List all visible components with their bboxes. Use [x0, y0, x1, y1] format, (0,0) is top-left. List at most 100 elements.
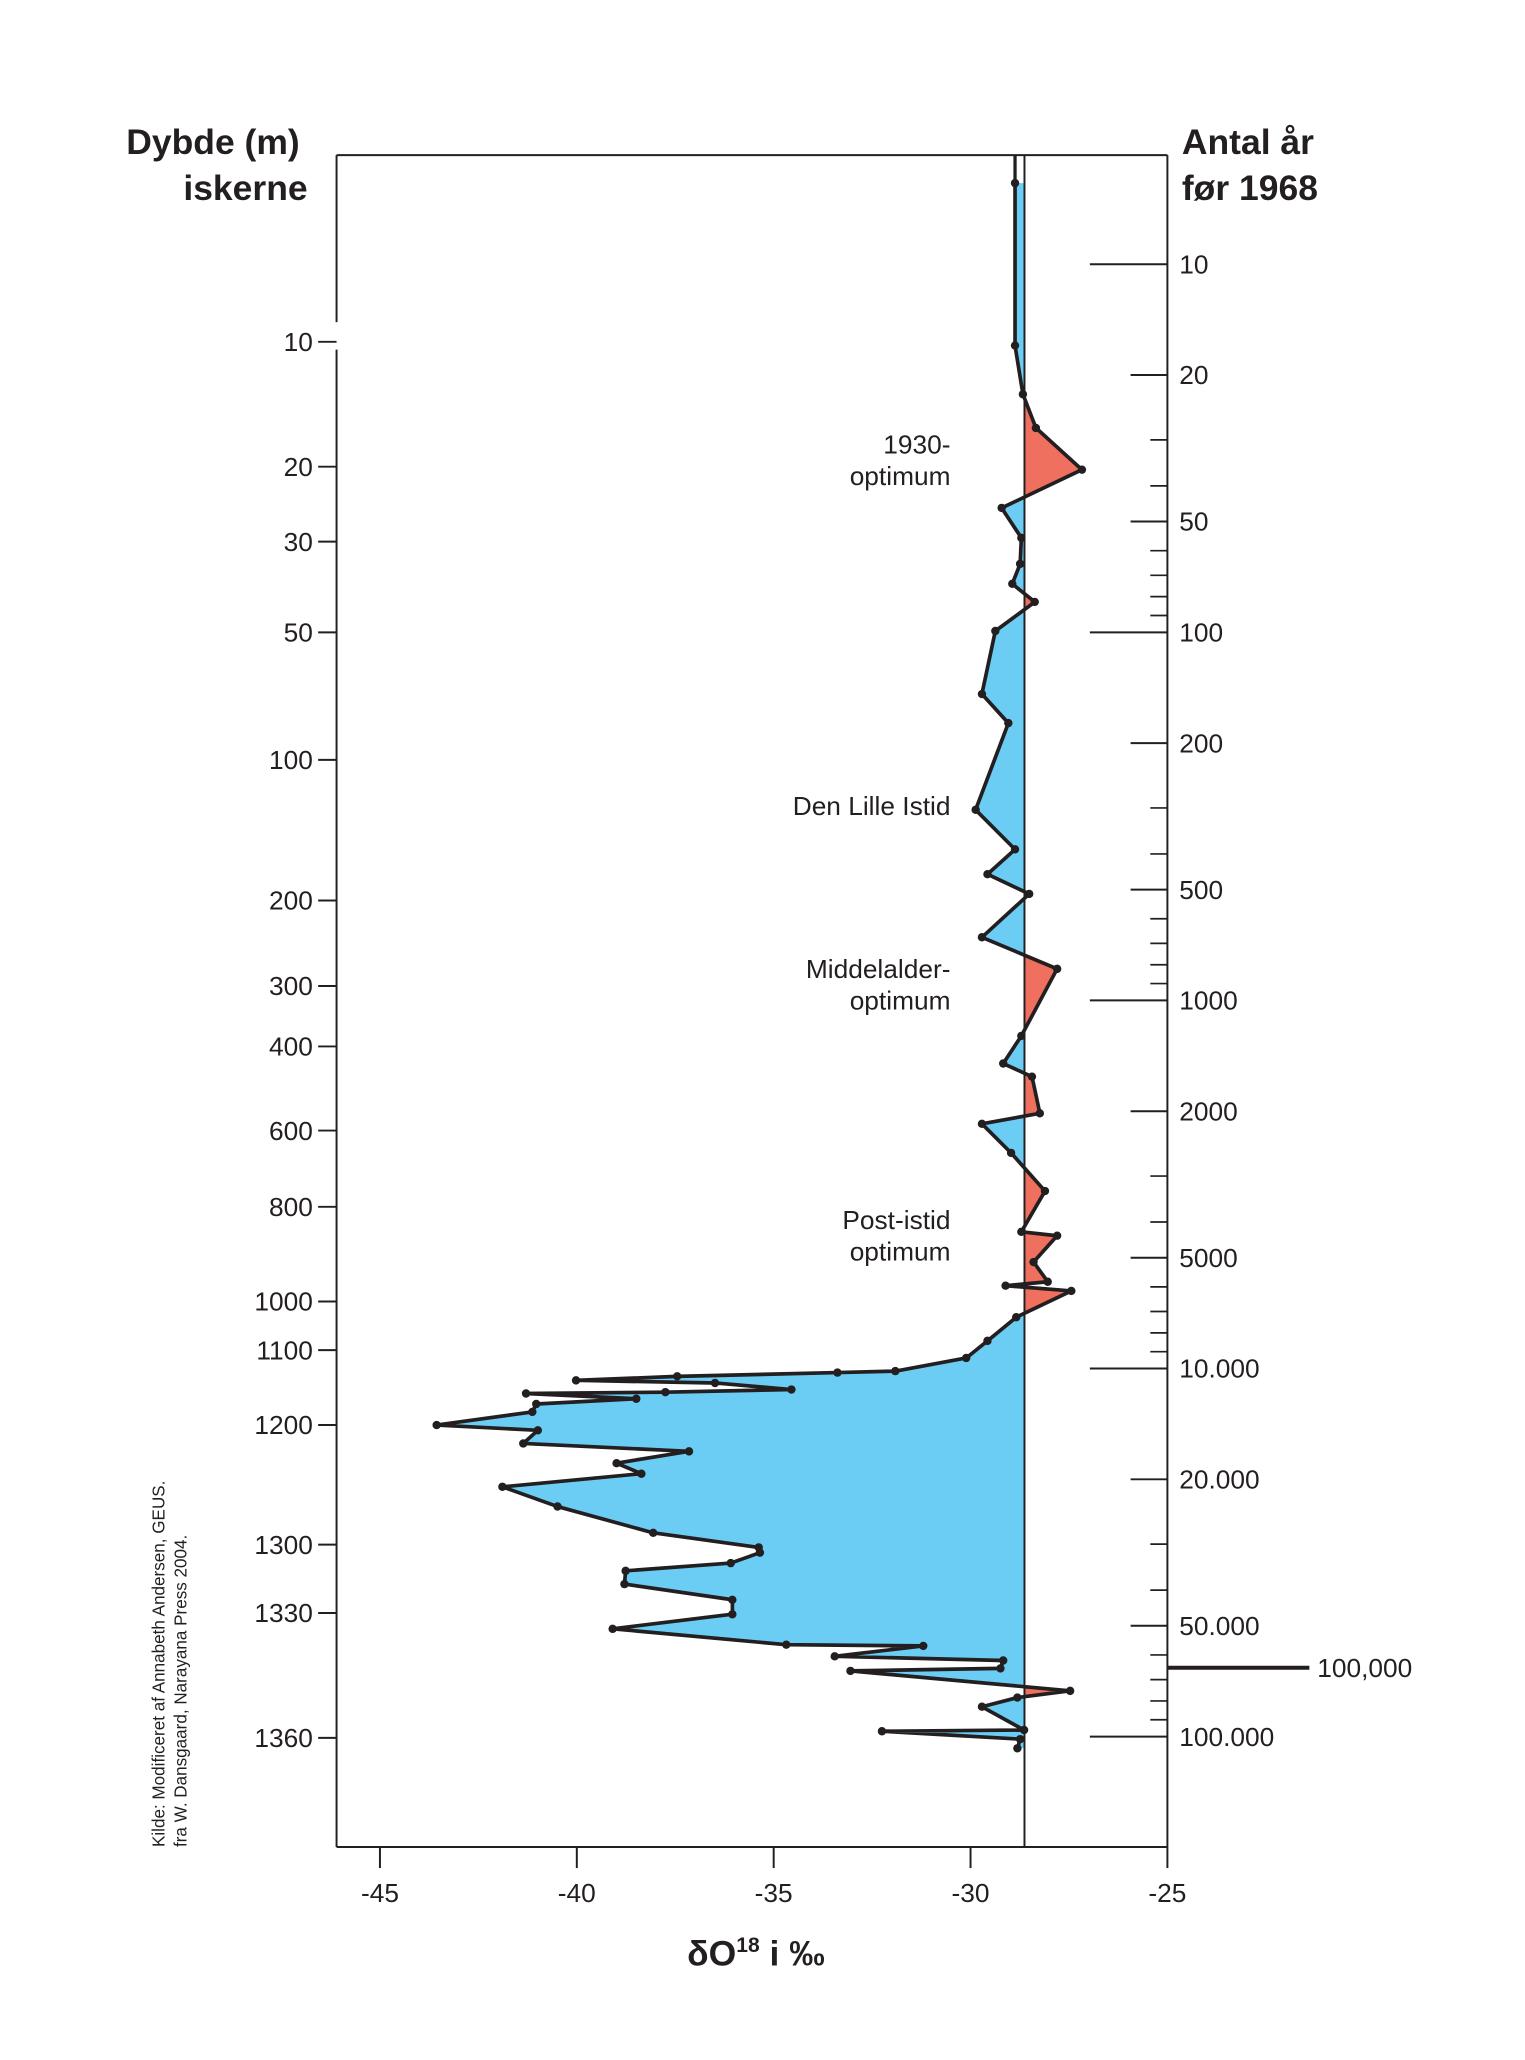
depth-tick-label: 1300	[254, 1530, 312, 1560]
data-point	[1077, 465, 1087, 474]
data-point	[521, 1389, 531, 1398]
age-tick-label: 20	[1179, 360, 1208, 390]
data-point	[1018, 390, 1028, 399]
age-tick-label: 100	[1179, 618, 1223, 648]
data-point	[977, 1702, 987, 1711]
data-point	[1019, 1725, 1029, 1735]
data-point	[728, 1595, 737, 1605]
depth-tick-label: 1100	[256, 1335, 313, 1365]
data-point	[999, 1656, 1008, 1665]
data-point	[1006, 1148, 1016, 1158]
data-point	[997, 503, 1006, 513]
depth-tick-label: 300	[269, 971, 313, 1001]
right-axis-title-line1: Antal år	[1182, 122, 1314, 162]
age-tick-label: 10	[1179, 249, 1208, 279]
depth-tick-label: 1360	[254, 1723, 312, 1753]
depth-tick-label: 1200	[254, 1410, 312, 1440]
plot-frame	[318, 154, 1310, 1869]
data-point	[608, 1624, 617, 1634]
data-point	[1008, 579, 1017, 589]
data-point	[983, 1336, 992, 1346]
data-point	[961, 1353, 971, 1363]
data-point	[632, 1394, 641, 1403]
depth-tick-label: 1000	[254, 1287, 312, 1317]
data-point	[846, 1666, 855, 1676]
data-point	[755, 1548, 765, 1557]
data-point	[1010, 178, 1020, 188]
data-point	[983, 869, 992, 879]
data-point	[1015, 559, 1025, 569]
x-tick-label: -25	[1148, 1878, 1186, 1908]
annotation-label: optimum	[850, 986, 951, 1016]
data-point	[710, 1378, 720, 1388]
x-tick-label: -40	[558, 1878, 596, 1908]
data-point	[1031, 423, 1041, 433]
data-point	[1052, 964, 1062, 974]
data-point	[1017, 533, 1026, 543]
age-tick-label: 50	[1179, 507, 1208, 537]
data-point	[532, 1399, 541, 1409]
depth-tick-label: 50	[284, 618, 313, 648]
data-point	[833, 1368, 842, 1377]
annotation-label: optimum	[850, 1237, 951, 1267]
data-point	[661, 1387, 670, 1397]
left-axis-title-line1: Dybde (m)	[126, 122, 300, 162]
data-point	[1040, 1186, 1050, 1196]
data-point	[1004, 718, 1013, 728]
data-point	[1065, 1686, 1075, 1696]
annotation-label: Middelalder-	[806, 954, 951, 984]
series-line	[434, 183, 1084, 1749]
data-point	[1029, 1257, 1038, 1267]
data-point	[637, 1469, 646, 1478]
annotation-label: optimum	[850, 461, 951, 491]
depth-tick-label: 10	[284, 327, 313, 357]
depth-tick-label: 20	[284, 452, 313, 482]
depth-tick-label: 1330	[254, 1598, 312, 1628]
age-tick-label: 10.000	[1179, 1354, 1259, 1384]
data-point	[1030, 597, 1039, 607]
depth-tick-label: 100	[269, 745, 313, 775]
data-point	[726, 1558, 735, 1568]
data-point	[1013, 1693, 1022, 1702]
x-tick-label: -30	[952, 1878, 990, 1908]
x-tick-label: -35	[755, 1878, 793, 1908]
age-tick-label: 50.000	[1179, 1611, 1259, 1641]
source-line2: fra W. Dansgaard, Narayana Press 2004.	[172, 1535, 191, 1847]
data-point	[1017, 1227, 1026, 1237]
data-point	[977, 933, 987, 942]
data-point	[519, 1439, 528, 1448]
data-point	[1010, 341, 1020, 350]
data-point	[1067, 1286, 1076, 1296]
data-point	[999, 1059, 1008, 1068]
age-tick-label: 1000	[1179, 986, 1237, 1016]
data-point	[571, 1376, 581, 1385]
data-point	[620, 1579, 629, 1589]
chart-texts: Dybde (m) iskerne Antal år før 1968 δO18…	[126, 122, 1412, 1974]
depth-tick-label: 200	[269, 886, 313, 916]
data-point	[782, 1640, 791, 1649]
data-marks	[432, 155, 1087, 1753]
data-point	[977, 1119, 987, 1129]
age-tick-label: 2000	[1179, 1096, 1237, 1126]
depth-tick-label: 400	[269, 1032, 313, 1062]
data-point	[1001, 1281, 1010, 1290]
data-point	[1035, 1109, 1045, 1118]
depth-tick-label: 30	[284, 527, 313, 557]
age-marker-label: 100,000	[1317, 1653, 1412, 1683]
data-point	[1013, 1744, 1022, 1753]
annotation-label: Den Lille Istid	[793, 791, 951, 821]
age-tick-label: 200	[1179, 728, 1223, 758]
left-axis-title-line2: iskerne	[183, 168, 307, 208]
age-tick-label: 20.000	[1179, 1465, 1259, 1495]
x-axis-title: δO18 i ‰	[687, 1933, 825, 1973]
data-point	[673, 1372, 682, 1381]
source-line1: Kilde: Modificeret af Annabeth Andersen,…	[149, 1481, 168, 1847]
data-point	[996, 1664, 1005, 1673]
data-point	[553, 1502, 562, 1511]
data-point	[1012, 1313, 1021, 1322]
area-fills	[436, 183, 1082, 1749]
data-point	[728, 1610, 737, 1619]
data-point	[891, 1366, 900, 1376]
